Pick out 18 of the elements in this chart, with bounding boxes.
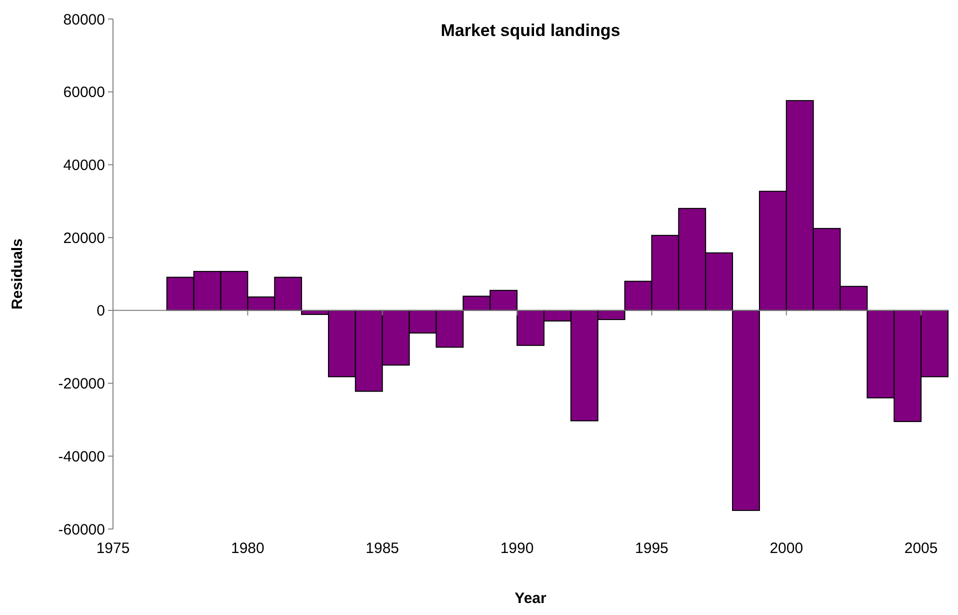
x-tick-label: 1975 [96, 540, 130, 557]
x-tick-label: 2000 [770, 540, 804, 557]
x-tick-label: 1985 [366, 540, 400, 557]
y-tick-label: 0 [96, 302, 105, 320]
y-tick-label: -40000 [58, 448, 105, 466]
y-axis-title: Residuals [9, 238, 26, 310]
x-tick-label: 1995 [635, 540, 668, 557]
y-tick-label: 80000 [63, 11, 105, 28]
y-tick-label: -20000 [58, 376, 105, 393]
x-tick-label: 1990 [500, 540, 534, 557]
x-tick-label: 2005 [904, 540, 938, 557]
x-tick-label: 1980 [230, 540, 264, 557]
x-axis-title: Year [514, 590, 547, 607]
y-tick-label: 20000 [63, 230, 105, 247]
chart-title: Market squid landings [440, 21, 620, 40]
y-tick-label: 60000 [63, 84, 105, 102]
y-tick-label: -60000 [58, 521, 105, 538]
y-tick-label: 40000 [63, 156, 105, 174]
